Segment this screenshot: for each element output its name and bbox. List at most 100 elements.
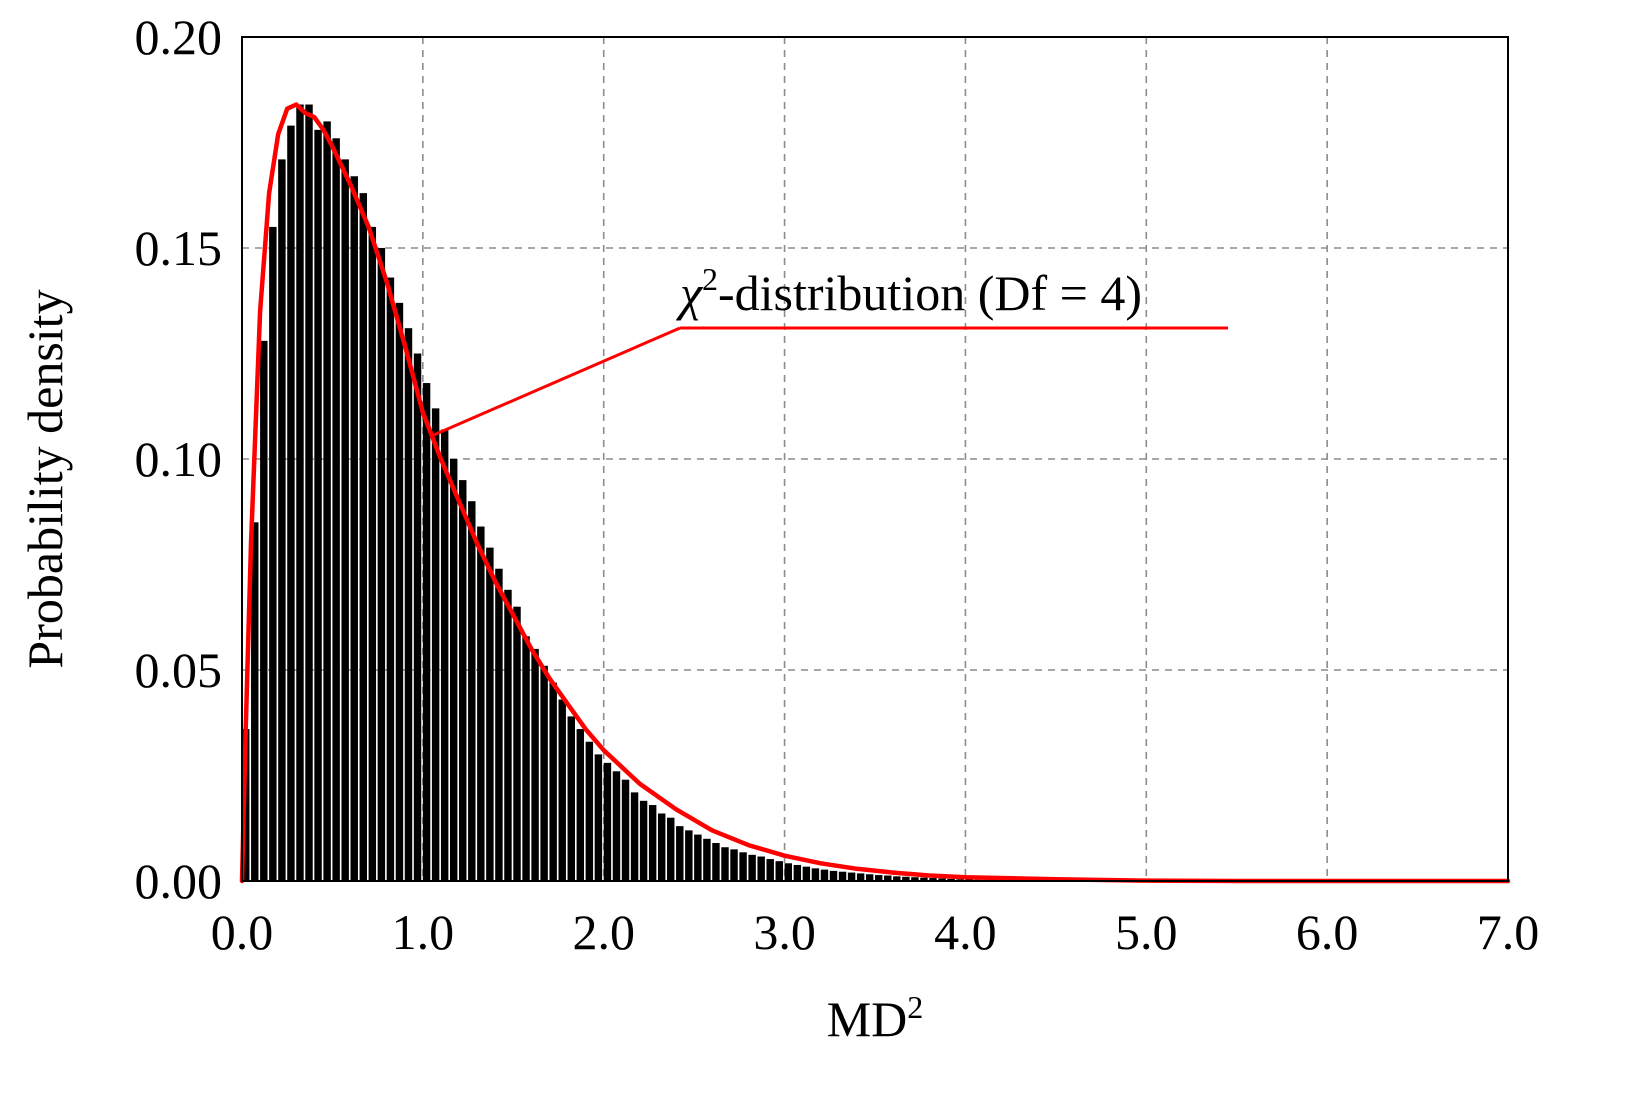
histogram-bar [332,138,340,881]
histogram-bar [440,429,449,881]
histogram-bar [395,302,404,881]
histogram-bar [251,522,259,881]
histogram-bar [513,606,521,881]
histogram-bar [323,121,331,881]
histogram-bar [341,159,349,881]
histogram-bar [287,125,295,882]
histogram-bar [404,328,413,881]
histogram-bar [838,871,847,881]
annotation-superscript: 2 [702,261,718,297]
histogram-bar [567,716,575,881]
x-tick-label: 6.0 [1296,904,1359,960]
histogram-bar [296,104,304,881]
x-tick-label: 7.0 [1477,904,1540,960]
histogram-bar [459,480,467,881]
y-tick-label: 0.20 [135,9,223,65]
histogram-bar [612,771,621,881]
x-tick-label: 2.0 [572,904,635,960]
histogram-bar [558,699,566,881]
histogram-bar [630,792,639,881]
y-axis-title: Probability density [17,289,73,668]
histogram-bar [766,859,774,881]
x-tick-label: 4.0 [934,904,997,960]
annotation-text: -distribution (Df = 4) [718,265,1142,321]
histogram-bar [784,863,793,881]
histogram-bar [269,226,277,881]
histogram-bar [811,868,820,881]
histogram-bar [920,877,928,881]
histogram-bar [386,277,395,881]
histogram-bar [431,408,440,881]
y-tick-label: 0.15 [135,220,223,276]
histogram-bar [495,568,503,881]
histogram-bar [621,779,630,881]
histogram-bar [748,854,756,881]
histogram-bar [449,459,458,881]
annotation-leader-line [431,326,681,438]
histogram-bar [603,762,612,881]
histogram-bar [847,872,856,881]
histogram-bar [902,876,910,881]
histogram-bar [721,847,729,881]
histogram-bars [242,104,1145,882]
histogram-bar [793,864,802,881]
histogram-bar [305,104,313,881]
y-tick-label: 0.10 [135,431,223,487]
histogram-bar [676,826,684,881]
histogram-bar [576,729,585,881]
histogram-bar [549,682,557,881]
chi-square-curve [239,102,1511,884]
histogram-bar [703,838,711,881]
histogram-bar [712,843,720,881]
histogram-bar [829,870,838,881]
histogram-bar [802,866,811,881]
histogram-bar [875,875,883,881]
histogram-bar [486,547,494,881]
histogram-bar [730,849,738,881]
curve-annotation: χ2-distribution (Df = 4) [431,261,1228,438]
x-axis-title: MD2 [827,989,924,1047]
histogram-bar [739,852,747,881]
histogram-bar [639,800,648,881]
histogram-bar [884,875,892,881]
annotation-label: χ2-distribution (Df = 4) [676,261,1142,321]
histogram-bar [422,383,431,881]
histogram-bar [865,874,874,881]
histogram-bar [585,741,594,881]
histogram-bar [856,873,865,881]
histogram-bar [911,877,919,881]
x-axis-ticks: 0.0 1.0 2.0 3.0 4.0 5.0 6.0 7.0 [211,904,1540,960]
histogram-bar [468,501,476,881]
histogram-bar [504,589,512,881]
histogram-bar [657,813,666,881]
y-tick-label: 0.00 [135,853,223,909]
histogram-bar [685,830,693,881]
histogram-bar [938,878,946,881]
histogram-bar [667,817,675,881]
histogram-bar [314,129,322,882]
histogram-bar [413,353,422,881]
histogram-bar [359,193,367,881]
histogram-bar [757,856,765,881]
x-tick-label: 0.0 [211,904,274,960]
plot-frame [241,36,1509,882]
x-tick-label: 3.0 [753,904,816,960]
histogram-bar [260,340,268,882]
x-axis-title-superscript: 2 [907,989,923,1025]
y-axis-ticks: 0.00 0.05 0.10 0.15 0.20 [135,9,223,909]
annotation-chi-symbol: χ [676,265,704,321]
histogram-bar [594,754,603,881]
histogram-bar [377,248,386,881]
histogram-bar [531,648,539,881]
histogram-bar [540,665,548,881]
histogram-bar [694,834,702,881]
histogram-bar [775,861,783,881]
histogram-bar [947,878,955,881]
histogram-bar [929,878,937,881]
histogram-bar [820,869,829,881]
histogram-bar [522,636,530,881]
chi-square-curve-group [239,102,1511,884]
histogram-bar [477,526,485,881]
histogram-bar [350,176,358,881]
